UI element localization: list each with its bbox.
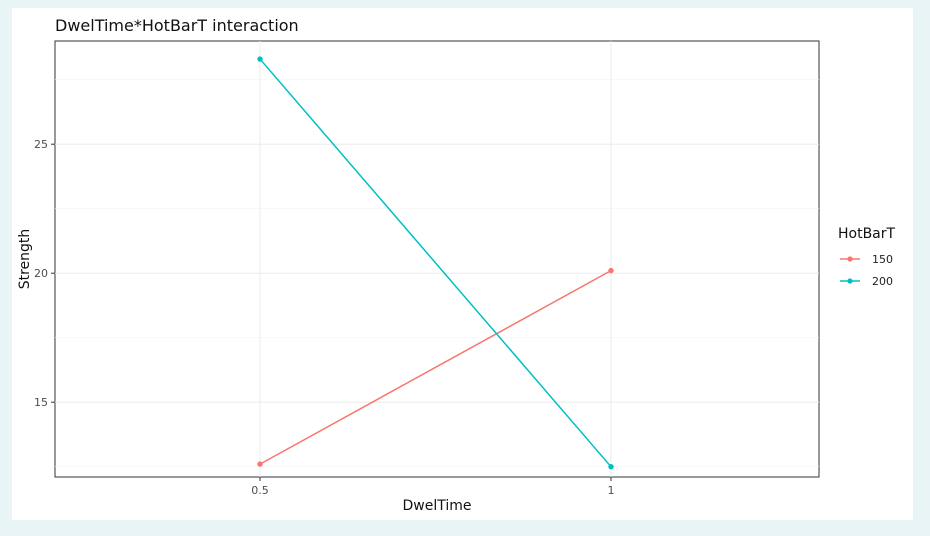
y-tick-label-25: 25 <box>34 138 48 151</box>
y-axis-title: Strength <box>17 229 33 290</box>
chart-title: DwelTime*HotBarT interaction <box>55 16 299 35</box>
plot-panel <box>54 40 820 478</box>
legend-title: HotBarT <box>838 226 896 242</box>
legend-items: 150 200 <box>840 253 893 288</box>
legend-label-200: 200 <box>872 275 893 288</box>
legend: HotBarT 150 200 <box>838 226 896 288</box>
grid-layer <box>55 41 819 477</box>
series-line-200 <box>259 58 612 468</box>
x-tick-label-1: 1 <box>608 484 615 497</box>
x-tick-label-0.5: 0.5 <box>251 484 269 497</box>
chart-frame: DwelTime*HotBarT interaction 15 20 25 0.5 1 … <box>12 8 913 520</box>
data-point-200-1 <box>608 463 614 470</box>
legend-marker-200 <box>847 278 853 284</box>
legend-marker-150 <box>847 256 853 262</box>
series-line-150 <box>259 269 612 465</box>
data-point-150-1 <box>608 267 614 274</box>
data-point-150-0.5 <box>257 461 263 467</box>
data-point-200-0.5 <box>257 56 263 62</box>
y-tick-label-15: 15 <box>34 396 48 409</box>
tick-layer: 15 20 25 0.5 1 <box>34 138 615 497</box>
x-axis-title: DwelTime <box>403 498 472 514</box>
legend-label-150: 150 <box>872 253 893 266</box>
y-tick-label-20: 20 <box>34 267 48 280</box>
series-layer <box>257 56 614 470</box>
